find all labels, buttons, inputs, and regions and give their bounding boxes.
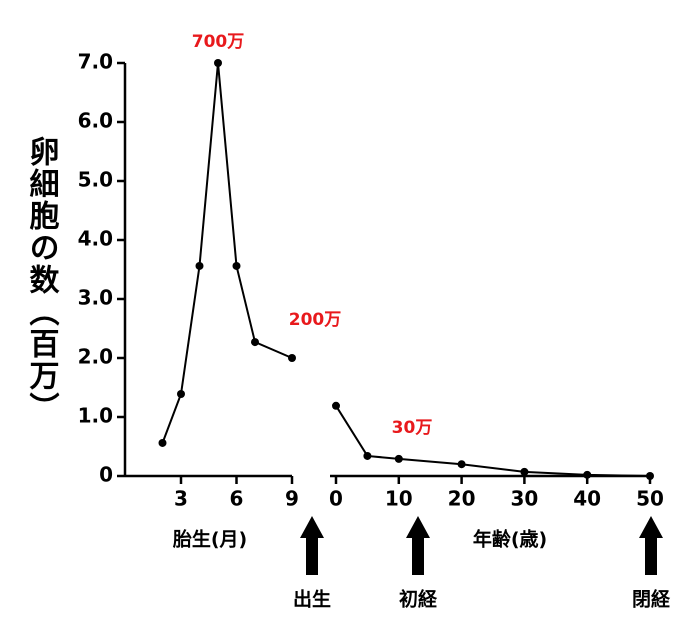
event-label: 閉経 xyxy=(632,588,671,611)
x-tick-label: 3 xyxy=(174,487,188,511)
x-tick-label: 40 xyxy=(573,487,601,511)
data-point xyxy=(195,261,204,270)
data-point xyxy=(232,261,241,270)
y-axis-title: 卵細胞の数（百万） xyxy=(24,136,60,424)
data-point xyxy=(214,59,222,67)
annotation: 200万 xyxy=(289,310,342,330)
data-point xyxy=(251,338,259,347)
x-tick-label: 6 xyxy=(230,487,244,511)
data-point xyxy=(332,401,340,410)
y-tick-label: 7.0 xyxy=(78,50,113,74)
data-point xyxy=(583,470,592,479)
arrow xyxy=(406,516,430,575)
y-tick-label: 3.0 xyxy=(78,286,113,310)
data-point xyxy=(394,454,403,463)
x-axis-title: 胎生(月) xyxy=(173,528,247,551)
event-label: 出生 xyxy=(293,588,331,611)
x-tick-label: 50 xyxy=(636,487,664,511)
data-point xyxy=(177,389,185,398)
y-tick-label: 5.0 xyxy=(78,168,113,192)
x-tick-label: 20 xyxy=(448,487,476,511)
y-tick-label: 0 xyxy=(99,463,113,487)
x-tick-label: 30 xyxy=(510,487,538,511)
data-point xyxy=(363,451,372,460)
x-tick-label: 10 xyxy=(385,487,413,511)
event-arrows xyxy=(300,516,663,575)
y-tick-label: 4.0 xyxy=(78,227,113,251)
data-point xyxy=(457,460,466,469)
data-point xyxy=(646,472,654,480)
data-point xyxy=(520,467,529,476)
annotation: 30万 xyxy=(392,418,433,438)
x-axis-title: 年齢(歳) xyxy=(473,528,547,551)
arrow xyxy=(639,516,663,575)
y-tick-label: 6.0 xyxy=(78,109,113,133)
data-line xyxy=(335,405,651,477)
arrow xyxy=(300,516,324,575)
y-tick-label: 1.0 xyxy=(78,404,113,428)
data-point xyxy=(288,354,296,362)
annotation: 700万 xyxy=(192,32,245,52)
x-tick-label: 9 xyxy=(285,487,299,511)
x-tick-label: 0 xyxy=(329,487,343,511)
data-line xyxy=(161,62,293,444)
data-point xyxy=(158,438,167,447)
y-tick-label: 2.0 xyxy=(78,345,113,369)
event-label: 初経 xyxy=(399,588,438,611)
